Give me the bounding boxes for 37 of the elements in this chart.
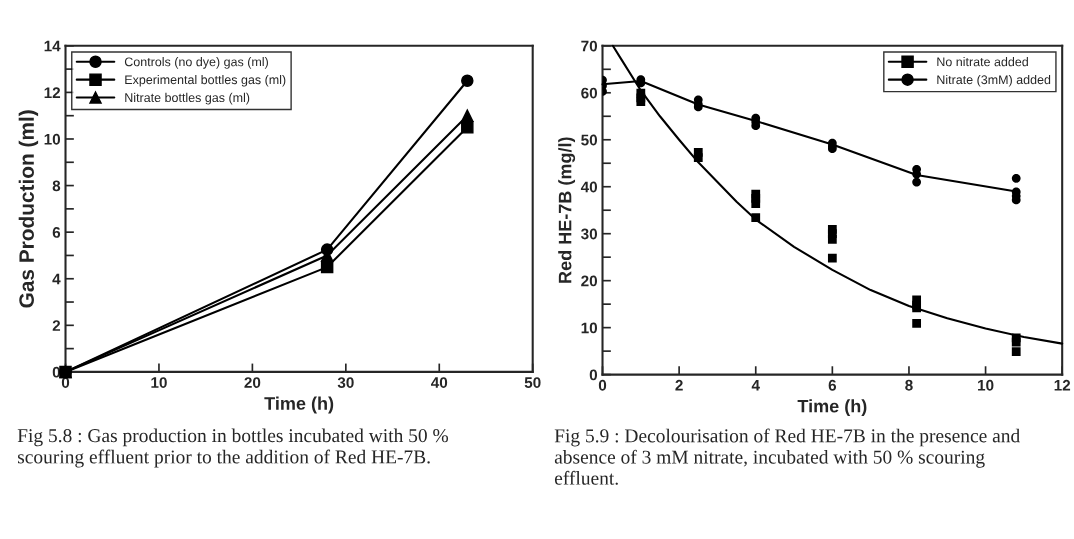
x-tick-label: 8: [905, 379, 913, 391]
y-tick-label: 6: [52, 227, 61, 238]
x-tick-label: 6: [828, 379, 837, 391]
y-tick-label: 20: [581, 275, 598, 287]
x-tick-label: 4: [751, 380, 760, 391]
y-tick-label: 60: [581, 87, 598, 99]
x-tick-label: 10: [978, 379, 994, 391]
x-tick-label: 12: [1054, 379, 1071, 391]
y-axis-title: Red HE-7B (mg/l): [558, 137, 576, 283]
x-tick-label: 20: [244, 377, 261, 388]
x-tick-label: 30: [337, 377, 354, 389]
x-tick-label: 10: [151, 377, 167, 388]
y-tick-label: 10: [581, 322, 598, 334]
caption: Fig 5.8 : Gas production in bottles incubated with 50 % scouring effluent prior to the addition of Red HE-7B.: [17, 428, 449, 468]
legend-label: Nitrate bottles gas (ml): [125, 92, 250, 105]
x-tick-label: 2: [675, 379, 683, 391]
legend-label: No nitrate added: [937, 57, 1028, 67]
caption: Fig 5.9 : Decolourisation of Red HE-7B in the presence and absence of 3 mM nitrate, incubated with 50 % scouring effluent.: [554, 428, 1020, 485]
legend-label: Controls (no dye) gas (ml): [124, 57, 268, 69]
y-tick-label: 4: [52, 273, 61, 285]
x-tick-label: 40: [431, 377, 448, 388]
y-tick-label: 2: [52, 320, 61, 331]
y-axis-title: Gas Production (ml): [18, 110, 39, 308]
y-tick-label: 12: [44, 87, 61, 98]
y-tick-label: 8: [52, 180, 61, 192]
x-axis-title: Time (h): [797, 399, 867, 417]
x-axis-title: Time (h): [264, 396, 334, 414]
x-tick-label: 0: [598, 379, 607, 391]
x-tick-label: 50: [524, 377, 541, 388]
y-tick-label: 10: [44, 133, 61, 145]
y-tick-label: 14: [44, 40, 61, 52]
legend-label: Nitrate (3mM) added: [937, 74, 1051, 87]
y-tick-label: 40: [580, 181, 598, 193]
y-tick-label: 70: [581, 40, 598, 52]
y-tick-label: 50: [581, 134, 598, 146]
y-tick-label: 30: [581, 228, 598, 240]
legend-label: Experimental bottles gas (ml): [125, 74, 286, 87]
